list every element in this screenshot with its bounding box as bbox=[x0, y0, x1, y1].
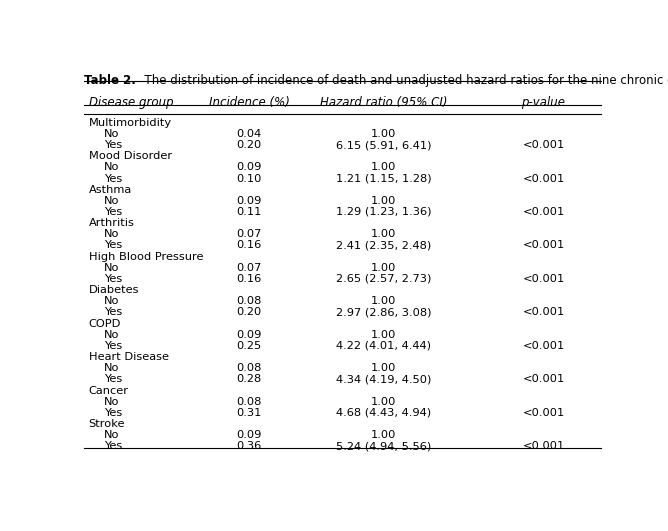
Text: 1.00: 1.00 bbox=[371, 162, 396, 173]
Text: 2.41 (2.35, 2.48): 2.41 (2.35, 2.48) bbox=[336, 241, 432, 251]
Text: <0.001: <0.001 bbox=[523, 274, 565, 284]
Text: 4.34 (4.19, 4.50): 4.34 (4.19, 4.50) bbox=[336, 374, 432, 384]
Text: <0.001: <0.001 bbox=[523, 207, 565, 217]
Text: 0.04: 0.04 bbox=[236, 129, 262, 139]
Text: 2.97 (2.86, 3.08): 2.97 (2.86, 3.08) bbox=[336, 307, 432, 318]
Text: Cancer: Cancer bbox=[89, 386, 129, 396]
Text: 1.00: 1.00 bbox=[371, 229, 396, 239]
Text: Yes: Yes bbox=[104, 341, 122, 351]
Text: 1.00: 1.00 bbox=[371, 129, 396, 139]
Text: 0.07: 0.07 bbox=[236, 229, 262, 239]
Text: <0.001: <0.001 bbox=[523, 441, 565, 451]
Text: 0.08: 0.08 bbox=[236, 363, 262, 373]
Text: Table 2.: Table 2. bbox=[84, 74, 136, 87]
Text: 0.10: 0.10 bbox=[236, 174, 262, 184]
Text: 0.11: 0.11 bbox=[236, 207, 262, 217]
Text: Yes: Yes bbox=[104, 174, 122, 184]
Text: 0.08: 0.08 bbox=[236, 296, 262, 306]
Text: No: No bbox=[104, 129, 120, 139]
Text: Multimorbidity: Multimorbidity bbox=[89, 118, 172, 127]
Text: 1.00: 1.00 bbox=[371, 330, 396, 340]
Text: 0.09: 0.09 bbox=[236, 330, 262, 340]
Text: No: No bbox=[104, 196, 120, 206]
Text: Diabetes: Diabetes bbox=[89, 285, 139, 295]
Text: 0.20: 0.20 bbox=[236, 307, 262, 318]
Text: Yes: Yes bbox=[104, 374, 122, 384]
Text: 0.09: 0.09 bbox=[236, 196, 262, 206]
Text: Arthritis: Arthritis bbox=[89, 218, 134, 228]
Text: p-value: p-value bbox=[521, 97, 565, 109]
Text: 0.31: 0.31 bbox=[236, 408, 262, 418]
Text: Yes: Yes bbox=[104, 441, 122, 451]
Text: <0.001: <0.001 bbox=[523, 241, 565, 251]
Text: 0.09: 0.09 bbox=[236, 430, 262, 440]
Text: 4.68 (4.43, 4.94): 4.68 (4.43, 4.94) bbox=[336, 408, 432, 418]
Text: 1.00: 1.00 bbox=[371, 296, 396, 306]
Text: 0.16: 0.16 bbox=[236, 241, 262, 251]
Text: 0.36: 0.36 bbox=[236, 441, 262, 451]
Text: No: No bbox=[104, 263, 120, 273]
Text: 0.09: 0.09 bbox=[236, 162, 262, 173]
Text: <0.001: <0.001 bbox=[523, 374, 565, 384]
Text: Asthma: Asthma bbox=[89, 185, 132, 195]
Text: 0.16: 0.16 bbox=[236, 274, 262, 284]
Text: <0.001: <0.001 bbox=[523, 341, 565, 351]
Text: <0.001: <0.001 bbox=[523, 408, 565, 418]
Text: Yes: Yes bbox=[104, 274, 122, 284]
Text: High Blood Pressure: High Blood Pressure bbox=[89, 252, 203, 262]
Text: 1.00: 1.00 bbox=[371, 363, 396, 373]
Text: 4.22 (4.01, 4.44): 4.22 (4.01, 4.44) bbox=[336, 341, 432, 351]
Text: <0.001: <0.001 bbox=[523, 307, 565, 318]
Text: The distribution of incidence of death and unadjusted hazard ratios for the nine: The distribution of incidence of death a… bbox=[138, 74, 668, 87]
Text: Stroke: Stroke bbox=[89, 419, 125, 429]
Text: COPD: COPD bbox=[89, 319, 121, 329]
Text: <0.001: <0.001 bbox=[523, 140, 565, 150]
Text: 1.00: 1.00 bbox=[371, 397, 396, 407]
Text: 0.07: 0.07 bbox=[236, 263, 262, 273]
Text: Mood Disorder: Mood Disorder bbox=[89, 151, 172, 161]
Text: 0.25: 0.25 bbox=[236, 341, 262, 351]
Text: Yes: Yes bbox=[104, 307, 122, 318]
Text: No: No bbox=[104, 162, 120, 173]
Text: 6.15 (5.91, 6.41): 6.15 (5.91, 6.41) bbox=[336, 140, 432, 150]
Text: <0.001: <0.001 bbox=[523, 174, 565, 184]
Text: No: No bbox=[104, 363, 120, 373]
Text: Yes: Yes bbox=[104, 408, 122, 418]
Text: Hazard ratio (95% CI): Hazard ratio (95% CI) bbox=[320, 97, 448, 109]
Text: 0.20: 0.20 bbox=[236, 140, 262, 150]
Text: 0.28: 0.28 bbox=[236, 374, 262, 384]
Text: 1.29 (1.23, 1.36): 1.29 (1.23, 1.36) bbox=[336, 207, 432, 217]
Text: Heart Disease: Heart Disease bbox=[89, 352, 169, 362]
Text: 2.65 (2.57, 2.73): 2.65 (2.57, 2.73) bbox=[336, 274, 432, 284]
Text: No: No bbox=[104, 430, 120, 440]
Text: 1.00: 1.00 bbox=[371, 430, 396, 440]
Text: 0.08: 0.08 bbox=[236, 397, 262, 407]
Text: No: No bbox=[104, 296, 120, 306]
Text: 1.21 (1.15, 1.28): 1.21 (1.15, 1.28) bbox=[336, 174, 432, 184]
Text: Disease group: Disease group bbox=[89, 97, 173, 109]
Text: Incidence (%): Incidence (%) bbox=[208, 97, 290, 109]
Text: No: No bbox=[104, 330, 120, 340]
Text: Yes: Yes bbox=[104, 207, 122, 217]
Text: Yes: Yes bbox=[104, 241, 122, 251]
Text: No: No bbox=[104, 397, 120, 407]
Text: 1.00: 1.00 bbox=[371, 196, 396, 206]
Text: Yes: Yes bbox=[104, 140, 122, 150]
Text: 1.00: 1.00 bbox=[371, 263, 396, 273]
Text: 5.24 (4.94, 5.56): 5.24 (4.94, 5.56) bbox=[336, 441, 432, 451]
Text: No: No bbox=[104, 229, 120, 239]
